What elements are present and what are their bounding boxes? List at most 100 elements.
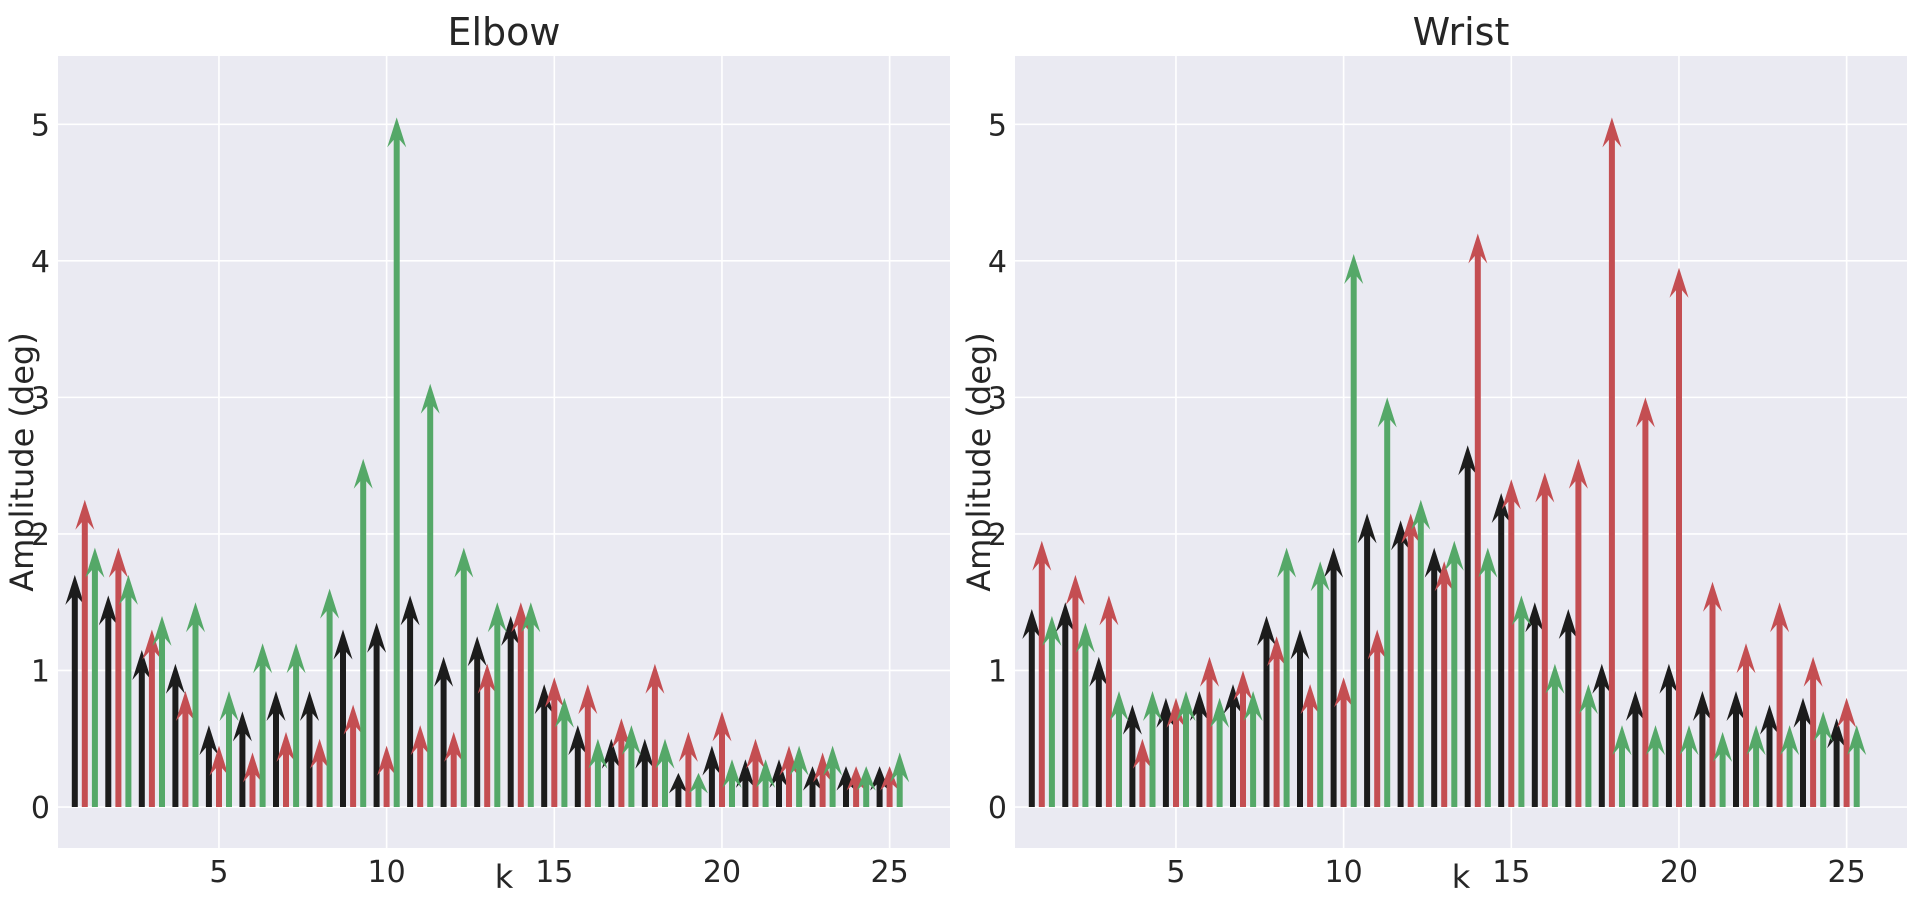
y-tick-label: 1 bbox=[31, 654, 50, 689]
arrow-red-k16 bbox=[578, 684, 598, 807]
y-tick-label: 3 bbox=[31, 381, 50, 416]
arrow-red-k7 bbox=[276, 731, 296, 807]
x-tick-label: 15 bbox=[1492, 855, 1530, 890]
arrow-black-k16 bbox=[1525, 602, 1545, 807]
x-tick-label: 5 bbox=[1166, 855, 1185, 890]
arrow-red-k20 bbox=[1669, 267, 1689, 807]
arrow-green-k15 bbox=[554, 697, 574, 807]
arrow-black-k11 bbox=[1357, 513, 1377, 807]
arrow-green-k7 bbox=[286, 643, 306, 807]
arrow-red-k1 bbox=[1032, 540, 1052, 807]
arrow-black-k10 bbox=[1324, 547, 1344, 807]
y-tick-label: 5 bbox=[31, 108, 50, 143]
x-tick-label: 20 bbox=[703, 855, 741, 890]
arrow-black-k24 bbox=[836, 766, 856, 807]
arrow-green-k23 bbox=[823, 745, 843, 807]
arrow-black-k15 bbox=[1491, 493, 1511, 807]
arrow-black-k5 bbox=[199, 725, 219, 807]
arrow-red-k18 bbox=[1602, 117, 1622, 807]
y-tick-label: 2 bbox=[31, 518, 50, 553]
arrow-red-k2 bbox=[1065, 574, 1085, 807]
arrow-red-k23 bbox=[1770, 602, 1790, 807]
arrow-green-k22 bbox=[1746, 725, 1766, 807]
arrow-green-k16 bbox=[1545, 663, 1565, 807]
arrow-green-k1 bbox=[85, 547, 105, 807]
arrow-black-k20 bbox=[1659, 663, 1679, 807]
arrow-black-k6 bbox=[1189, 691, 1209, 807]
arrow-red-k21 bbox=[1703, 581, 1722, 807]
arrow-black-k20 bbox=[702, 745, 722, 807]
x-tick-label: 5 bbox=[209, 855, 228, 890]
arrow-black-k3 bbox=[1089, 656, 1109, 807]
arrow-green-k3 bbox=[152, 615, 172, 807]
arrow-green-k3 bbox=[1109, 691, 1129, 807]
arrow-red-k24 bbox=[1803, 656, 1823, 807]
arrow-red-k22 bbox=[1736, 643, 1756, 807]
arrow-green-k20 bbox=[722, 759, 742, 807]
arrow-black-k25 bbox=[1827, 718, 1847, 807]
arrow-black-k21 bbox=[735, 759, 755, 807]
arrow-red-k15 bbox=[544, 677, 564, 807]
arrow-black-k19 bbox=[1625, 691, 1645, 807]
arrow-black-k8 bbox=[300, 691, 319, 807]
arrow-black-k9 bbox=[1290, 629, 1310, 807]
chart-title: Wrist bbox=[1413, 10, 1510, 54]
arrow-green-k12 bbox=[454, 547, 474, 807]
arrow-red-k3 bbox=[1099, 595, 1119, 807]
x-tick-label: 25 bbox=[1828, 855, 1866, 890]
arrow-red-k5 bbox=[1166, 697, 1186, 807]
x-axis-label: k bbox=[1452, 858, 1471, 896]
chart-title: Elbow bbox=[447, 10, 560, 54]
arrow-black-k13 bbox=[467, 636, 487, 807]
arrow-green-k25 bbox=[1847, 725, 1867, 807]
arrow-green-k14 bbox=[1478, 547, 1498, 807]
arrow-green-k23 bbox=[1780, 725, 1800, 807]
arrow-green-k21 bbox=[1713, 731, 1733, 807]
arrow-green-k13 bbox=[1444, 540, 1464, 807]
arrow-black-k17 bbox=[1558, 609, 1578, 807]
arrow-red-k25 bbox=[880, 766, 900, 807]
y-tick-label: 4 bbox=[988, 245, 1007, 280]
arrow-green-k19 bbox=[1646, 725, 1665, 807]
arrow-green-k16 bbox=[588, 738, 608, 807]
arrow-red-k4 bbox=[175, 691, 195, 807]
arrow-green-k6 bbox=[253, 643, 273, 807]
arrow-black-k7 bbox=[266, 691, 286, 807]
arrow-red-k10 bbox=[377, 745, 397, 807]
series-red bbox=[75, 499, 900, 807]
arrow-green-k4 bbox=[186, 602, 205, 807]
arrow-black-k14 bbox=[1458, 445, 1478, 807]
arrow-green-k5 bbox=[1176, 691, 1196, 807]
arrow-green-k12 bbox=[1411, 499, 1431, 807]
arrow-black-k12 bbox=[434, 656, 454, 807]
arrow-black-k12 bbox=[1391, 520, 1411, 807]
x-tick-label: 25 bbox=[871, 855, 909, 890]
arrow-green-k24 bbox=[856, 766, 876, 807]
arrow-red-k21 bbox=[746, 738, 765, 807]
arrow-red-k9 bbox=[343, 704, 363, 807]
arrow-black-k21 bbox=[1692, 691, 1712, 807]
arrow-black-k19 bbox=[668, 772, 688, 807]
arrow-green-k24 bbox=[1813, 711, 1833, 807]
arrow-black-k2 bbox=[1055, 602, 1075, 807]
y-tick-label: 2 bbox=[988, 518, 1007, 553]
y-axis-label: Amplitude (deg) bbox=[3, 332, 41, 591]
arrow-green-k10 bbox=[1344, 254, 1364, 807]
arrow-black-k24 bbox=[1793, 697, 1813, 807]
arrow-red-k6 bbox=[1200, 656, 1219, 807]
arrow-green-k8 bbox=[1277, 547, 1297, 807]
arrow-black-k18 bbox=[635, 738, 655, 807]
arrow-black-k16 bbox=[568, 725, 588, 807]
arrow-green-k8 bbox=[320, 588, 340, 807]
arrow-red-k19 bbox=[678, 731, 698, 807]
arrow-green-k13 bbox=[487, 602, 507, 807]
series-green bbox=[1042, 254, 1867, 807]
arrow-black-k17 bbox=[601, 738, 621, 807]
y-tick-label: 0 bbox=[31, 791, 50, 826]
arrow-black-k13 bbox=[1424, 547, 1444, 807]
arrow-green-k9 bbox=[353, 458, 373, 807]
arrow-black-k1 bbox=[1022, 609, 1042, 807]
series-black bbox=[65, 574, 890, 807]
arrow-red-k7 bbox=[1233, 670, 1253, 807]
plot-area bbox=[58, 56, 950, 848]
